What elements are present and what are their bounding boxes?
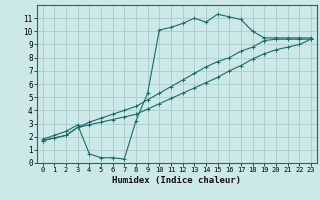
X-axis label: Humidex (Indice chaleur): Humidex (Indice chaleur) [112, 176, 241, 185]
